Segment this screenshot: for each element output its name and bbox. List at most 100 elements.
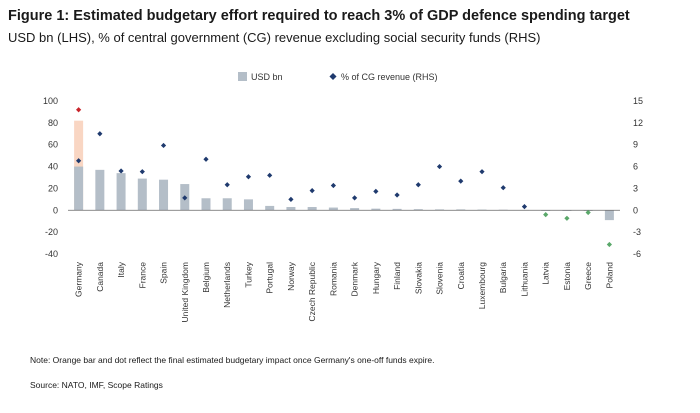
legend: USD bn % of CG revenue (RHS) [238, 72, 438, 82]
dot [203, 156, 209, 162]
bar [435, 209, 445, 211]
dot [564, 215, 570, 221]
dot [118, 168, 124, 174]
left-tick-label: 40 [48, 162, 58, 172]
chart-note: Note: Orange bar and dot reflect the fin… [30, 355, 435, 365]
category-label: Canada [95, 262, 105, 292]
left-tick-label: 100 [43, 96, 58, 106]
dot [606, 241, 612, 248]
dot [97, 131, 103, 137]
chart-subtitle: USD bn (LHS), % of central government (C… [8, 30, 541, 45]
category-label: Luxembourg [477, 262, 487, 310]
bar [371, 208, 381, 211]
right-tick-label: 9 [633, 140, 638, 150]
bar [222, 198, 232, 211]
category-label: Greece [583, 262, 593, 290]
category-label: Netherlands [222, 262, 232, 308]
chart-source: Source: NATO, IMF, Scope Ratings [30, 380, 163, 390]
bar [456, 209, 466, 211]
bar [265, 205, 275, 211]
dot [521, 204, 528, 210]
category-labels: Germany Canada Italy France Spain United King… [74, 261, 615, 322]
category-label: Germany [74, 261, 84, 297]
legend-bar-swatch [238, 72, 247, 81]
left-tick-label: 80 [48, 118, 58, 128]
right-tick-label: -3 [633, 227, 641, 237]
dot [139, 169, 145, 175]
dot [288, 196, 294, 202]
dot [267, 172, 273, 178]
dot-series [76, 107, 612, 248]
germany-final-dot [76, 107, 82, 113]
bar [286, 207, 296, 211]
dot [585, 209, 591, 216]
bar [413, 209, 423, 211]
category-label: Norway [286, 261, 296, 291]
legend-dot-label: % of CG revenue (RHS) [341, 72, 438, 82]
category-label: Turkey [243, 261, 253, 287]
dot [224, 182, 230, 188]
left-tick-label: 20 [48, 183, 58, 193]
right-axis: -6 -3 0 3 6 9 12 15 [633, 96, 643, 259]
dot [415, 182, 421, 188]
category-label: France [137, 262, 147, 289]
category-label: Slovakia [413, 262, 423, 294]
right-tick-label: 12 [633, 118, 643, 128]
bar [243, 199, 253, 211]
chart-title: Figure 1: Estimated budgetary effort req… [8, 8, 630, 24]
category-label: Czech Republic [307, 261, 317, 321]
dot [479, 169, 485, 175]
legend-bar-label: USD bn [251, 72, 283, 82]
bar [137, 178, 147, 211]
bar [307, 207, 317, 211]
dot [500, 185, 506, 191]
bar [159, 179, 169, 211]
bar [201, 198, 211, 211]
category-label: Bulgaria [498, 262, 508, 293]
category-label: Slovenia [435, 262, 445, 295]
bar [392, 208, 402, 211]
dot [330, 182, 336, 189]
right-tick-label: -6 [633, 249, 641, 259]
right-tick-label: 3 [633, 183, 638, 193]
category-label: United Kingdom [180, 262, 190, 322]
left-tick-label: -20 [45, 227, 58, 237]
right-tick-label: 6 [633, 162, 638, 172]
right-tick-label: 15 [633, 96, 643, 106]
bar [74, 166, 84, 211]
left-axis: -40 -20 0 20 40 60 80 100 [43, 96, 58, 259]
category-label: Croatia [456, 262, 466, 290]
dot [245, 174, 252, 180]
category-label: Spain [159, 262, 169, 284]
category-label: Finland [392, 262, 402, 290]
left-tick-label: 60 [48, 140, 58, 150]
category-label: Latvia [541, 262, 551, 285]
bar-series [74, 120, 614, 221]
germany-final-bar [74, 120, 84, 211]
category-label: Italy [116, 261, 126, 277]
dot [543, 212, 549, 218]
category-label: Lithuania [519, 262, 529, 297]
dot [394, 192, 400, 198]
category-label: Romania [328, 262, 338, 296]
dot [436, 163, 443, 170]
left-tick-label: -40 [45, 249, 58, 259]
right-tick-label: 0 [633, 205, 638, 215]
legend-dot-swatch [329, 72, 337, 81]
dot [309, 188, 315, 194]
dot [76, 158, 82, 164]
dot [373, 188, 379, 194]
bar [604, 210, 614, 221]
dot [352, 195, 358, 201]
dot [182, 195, 188, 201]
category-label: Denmark [350, 261, 360, 296]
category-label: Belgium [201, 262, 211, 293]
category-label: Portugal [265, 262, 275, 294]
category-label: Estonia [562, 262, 572, 291]
left-tick-label: 0 [53, 205, 58, 215]
bar [328, 207, 338, 211]
category-label: Poland [604, 262, 614, 289]
category-label: Hungary [371, 261, 381, 294]
bar [95, 169, 105, 211]
